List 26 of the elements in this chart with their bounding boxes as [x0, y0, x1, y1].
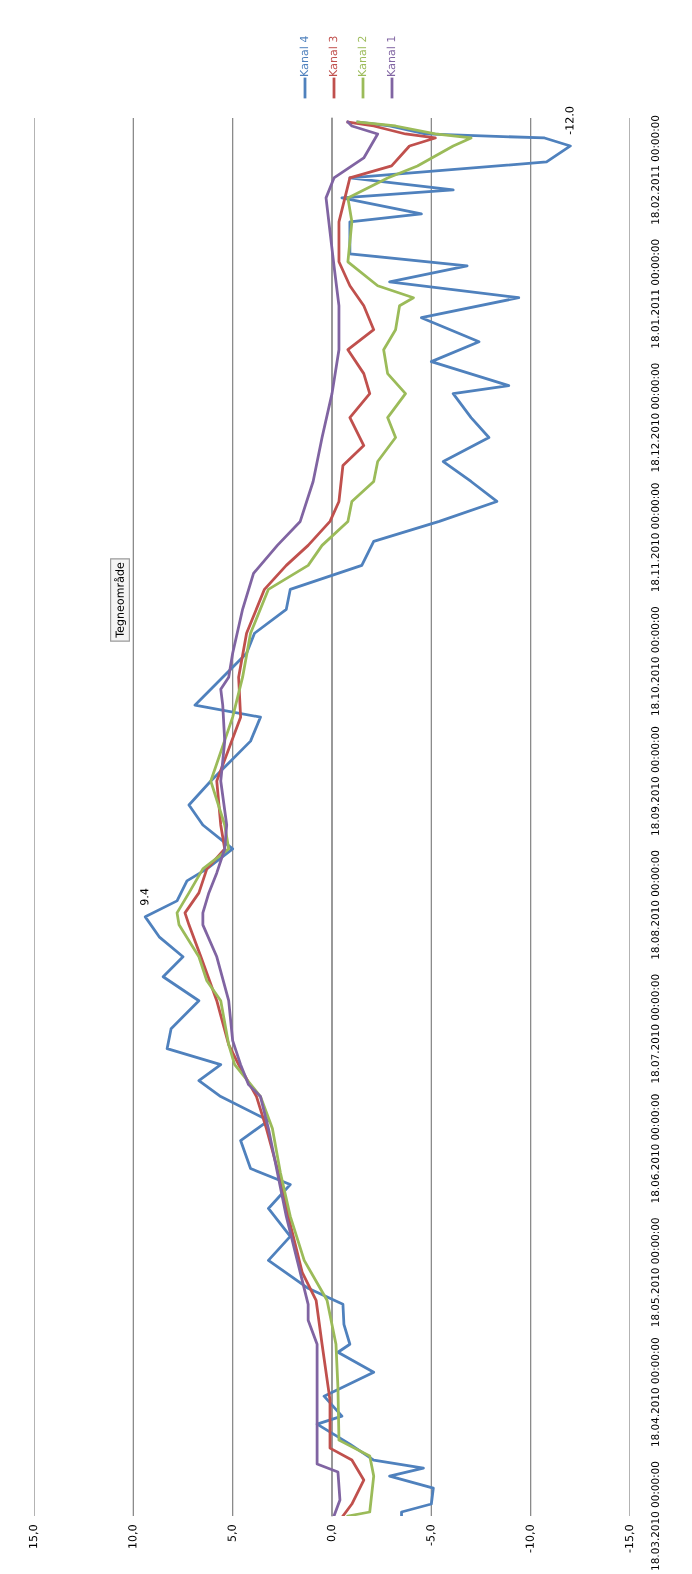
- x-tick-label: -5,0: [426, 1525, 436, 1546]
- text: Kanal 1: [386, 36, 396, 76]
- text: Kanal 2: [357, 36, 367, 76]
- y-tick-label: 18.01.2011 00:00:00: [651, 239, 660, 348]
- text: Kanal 3: [328, 36, 338, 76]
- annotation: 9.4: [140, 888, 149, 906]
- y-tick-label: 18.10.2010 00:00:00: [651, 607, 660, 715]
- y-tick-label: 18.07.2010 00:00:00: [651, 974, 660, 1083]
- y-tick-label: 18.04.2010 00:00:00: [651, 1338, 660, 1446]
- y-tick-label: 18.02.2011 00:00:00: [651, 115, 660, 224]
- x-tick-label: 15,0: [28, 1525, 39, 1548]
- text: Kanal 4: [299, 36, 309, 76]
- y-tick-label: 18.05.2010 00:00:00: [651, 1218, 660, 1327]
- x-tick-label: 0,0: [326, 1525, 337, 1542]
- x-tick-label: 10,0: [128, 1525, 138, 1548]
- annotation: -12.0: [565, 106, 574, 135]
- y-tick-label: 18.12.2010 00:00:00: [651, 363, 660, 472]
- x-tick-label: 5,0: [227, 1525, 238, 1542]
- x-tick-label: -15,0: [624, 1525, 635, 1553]
- y-tick-label: 18.08.2010 00:00:00: [651, 850, 660, 959]
- annotation: Tegneområde: [113, 562, 127, 638]
- y-tick-label: 18.06.2010 00:00:00: [651, 1094, 660, 1203]
- y-tick-label: 18.11.2010 00:00:00: [651, 483, 660, 592]
- y-tick-label: 18.09.2010 00:00:00: [651, 726, 660, 835]
- y-tick-label: 18.03.2010 00:00:00: [651, 1461, 660, 1570]
- x-tick-label: -10,0: [525, 1525, 536, 1553]
